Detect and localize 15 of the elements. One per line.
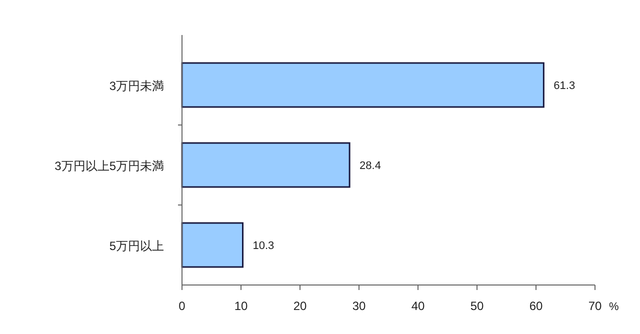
x-tick-label: 50 [470,299,484,313]
data-label: 28.4 [360,160,381,172]
y-tick-label: 3万円未満 [109,79,164,93]
x-tick-label: 0 [178,299,186,313]
data-label: 61.3 [554,80,576,92]
x-tick-label: 30 [352,299,366,313]
y-tick-label: 3万円以上5万円未満 [54,159,164,173]
x-tick-label: 70 [588,299,602,313]
x-axis-title: % [609,301,619,313]
x-tick-label: 40 [411,299,425,313]
x-tick-label: 10 [234,299,248,313]
x-tick-label: 60 [529,299,543,313]
y-tick-label: 5万円以上 [109,239,164,253]
data-label: 10.3 [252,240,274,252]
x-tick-label: 20 [293,299,307,313]
